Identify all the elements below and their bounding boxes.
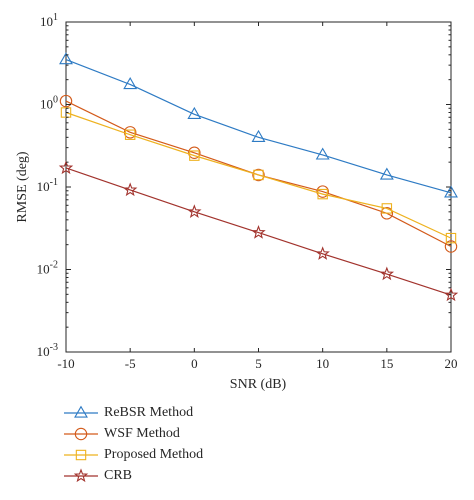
y-tick-label: 10-3 bbox=[37, 342, 58, 359]
x-axis-label: SNR (dB) bbox=[230, 377, 287, 392]
y-tick-label: 10-1 bbox=[37, 177, 58, 194]
x-tick-label: -10 bbox=[57, 356, 74, 371]
star-marker bbox=[73, 467, 89, 482]
triangle-marker bbox=[59, 52, 73, 65]
x-axis-ticks: -10 -5 0 5 10 15 20 bbox=[57, 22, 458, 371]
legend-label: Proposed Method bbox=[104, 446, 204, 462]
circle-marker bbox=[252, 168, 265, 182]
square-marker bbox=[253, 169, 264, 181]
circle-marker bbox=[316, 185, 329, 198]
star-marker bbox=[187, 204, 202, 218]
x-tick-label: -5 bbox=[125, 356, 136, 371]
star-marker bbox=[251, 225, 266, 239]
square-marker bbox=[445, 232, 457, 244]
star-marker bbox=[379, 266, 395, 281]
series-layer bbox=[58, 52, 459, 302]
legend-item: Proposed Method bbox=[62, 444, 322, 465]
y-axis-label: RMSE (deg) bbox=[15, 151, 30, 223]
circle-marker bbox=[380, 207, 394, 220]
y-tick-label: 101 bbox=[40, 12, 58, 29]
square-marker bbox=[124, 129, 136, 140]
triangle-marker bbox=[123, 77, 138, 90]
series-line bbox=[65, 111, 452, 239]
series-line bbox=[65, 59, 452, 194]
legend-item: ReBSR Method bbox=[62, 402, 322, 423]
y-axis-ticks: 10-3 10-2 10-1 100 101 bbox=[37, 12, 451, 359]
square-marker bbox=[381, 203, 393, 214]
x-tick-label: 20 bbox=[445, 356, 458, 371]
legend-label: CRB bbox=[104, 467, 133, 483]
triangle-marker bbox=[251, 129, 266, 142]
triangle-marker bbox=[315, 147, 330, 160]
x-tick-label: 5 bbox=[255, 356, 262, 371]
square-marker bbox=[189, 150, 200, 161]
triangle-icon bbox=[64, 405, 98, 418]
circle-marker bbox=[59, 94, 73, 108]
legend-item: CRB bbox=[62, 465, 322, 486]
square-icon bbox=[64, 449, 98, 460]
x-tick-label: 15 bbox=[380, 356, 393, 371]
legend-label: ReBSR Method bbox=[104, 404, 194, 420]
series-line bbox=[65, 167, 452, 296]
star-marker bbox=[315, 246, 330, 260]
circle-marker bbox=[74, 427, 88, 440]
triangle-marker bbox=[74, 405, 88, 418]
star-icon bbox=[64, 467, 98, 482]
triangle-marker bbox=[444, 185, 458, 198]
star-marker bbox=[443, 287, 459, 302]
plot-area bbox=[65, 21, 452, 353]
legend: ReBSR Method WSF Method Proposed Method CRB bbox=[62, 402, 322, 486]
y-tick-label: 10-2 bbox=[37, 260, 58, 277]
square-marker bbox=[75, 449, 87, 460]
star-marker bbox=[122, 182, 138, 197]
circle-marker bbox=[188, 146, 201, 160]
x-tick-label: 0 bbox=[191, 356, 198, 371]
legend-label: WSF Method bbox=[104, 425, 180, 441]
triangle-marker bbox=[379, 167, 394, 180]
line-chart: -10 -5 0 5 10 15 20 10-3 10-2 10-1 100 101 SNR (dB… bbox=[15, 12, 459, 392]
legend-item: WSF Method bbox=[62, 423, 322, 444]
square-marker bbox=[317, 188, 328, 200]
circle-marker bbox=[444, 240, 458, 253]
star-marker bbox=[58, 160, 74, 175]
circle-icon bbox=[64, 427, 98, 440]
triangle-marker bbox=[187, 106, 202, 119]
y-tick-label: 100 bbox=[40, 95, 58, 112]
x-tick-label: 10 bbox=[316, 356, 329, 371]
